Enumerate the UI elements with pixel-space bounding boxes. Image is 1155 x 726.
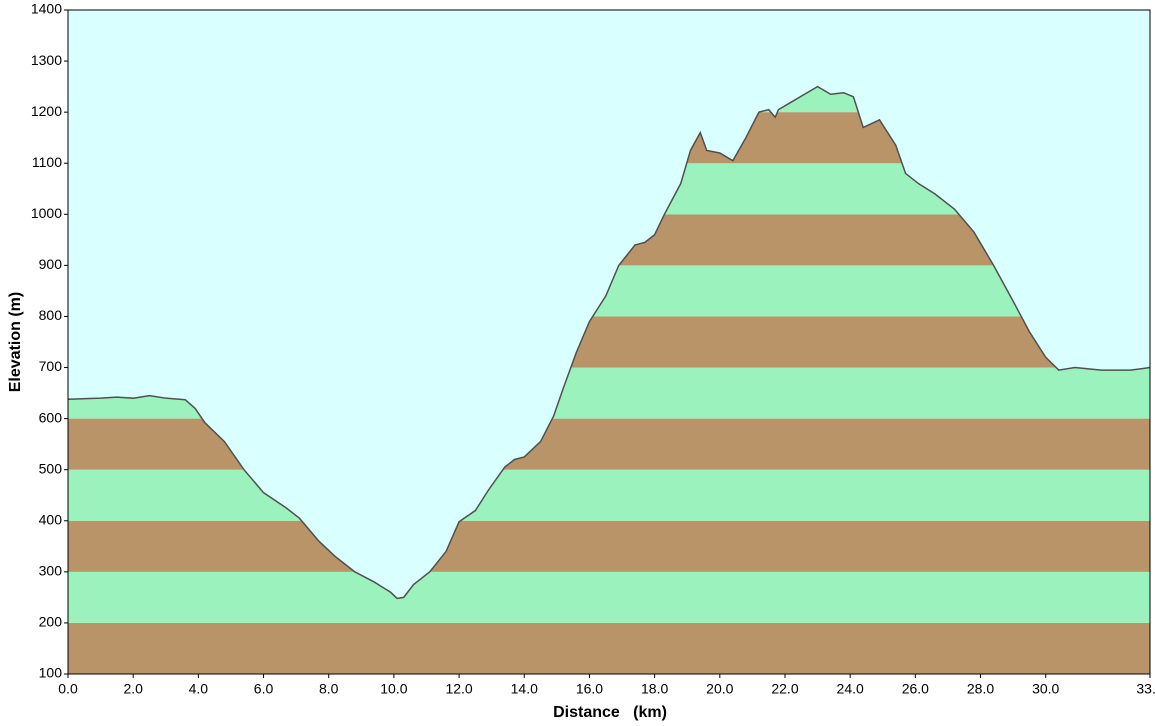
y-tick-label: 1400 <box>31 1 62 17</box>
plot-frame <box>67 9 1151 675</box>
x-tick-label: 33.2 <box>1136 681 1155 697</box>
x-tick-label: 30.0 <box>1032 681 1059 697</box>
x-tick-label: 6.0 <box>254 681 274 697</box>
x-tick-label: 0.0 <box>58 681 78 697</box>
y-tick-label: 200 <box>39 614 63 630</box>
x-axis-label: Distance (km) <box>553 704 667 721</box>
y-tick-label: 500 <box>39 460 63 476</box>
y-tick-label: 100 <box>39 665 63 681</box>
x-tick-label: 22.0 <box>771 681 798 697</box>
elevation-line <box>67 85 1151 600</box>
x-tick-label: 28.0 <box>967 681 994 697</box>
elevation-band <box>68 469 1150 521</box>
elevation-band <box>68 571 1150 623</box>
y-tick-label: 700 <box>39 358 63 374</box>
x-tick-label: 14.0 <box>511 681 538 697</box>
elevation-band <box>68 622 1150 674</box>
y-tick-label: 1000 <box>31 205 62 221</box>
x-tick-label: 20.0 <box>706 681 733 697</box>
y-tick-label: 800 <box>39 307 63 323</box>
x-tick-label: 10.0 <box>380 681 407 697</box>
x-tick-label: 4.0 <box>189 681 209 697</box>
y-tick-label: 1300 <box>31 52 62 68</box>
y-tick-label: 300 <box>39 563 63 579</box>
x-tick-label: 18.0 <box>641 681 668 697</box>
elevation-band <box>68 520 1150 572</box>
x-tick-label: 24.0 <box>837 681 864 697</box>
y-tick-label: 400 <box>39 511 63 527</box>
y-axis-label: Elevation (m) <box>7 292 24 392</box>
y-tick-label: 600 <box>39 409 63 425</box>
x-tick-label: 2.0 <box>123 681 143 697</box>
y-tick-label: 1200 <box>31 103 62 119</box>
x-tick-label: 26.0 <box>902 681 929 697</box>
x-tick-label: 12.0 <box>445 681 472 697</box>
y-tick-label: 1100 <box>32 154 62 170</box>
x-tick-label: 16.0 <box>576 681 603 697</box>
y-tick-label: 900 <box>39 256 63 272</box>
x-tick-label: 8.0 <box>319 681 339 697</box>
